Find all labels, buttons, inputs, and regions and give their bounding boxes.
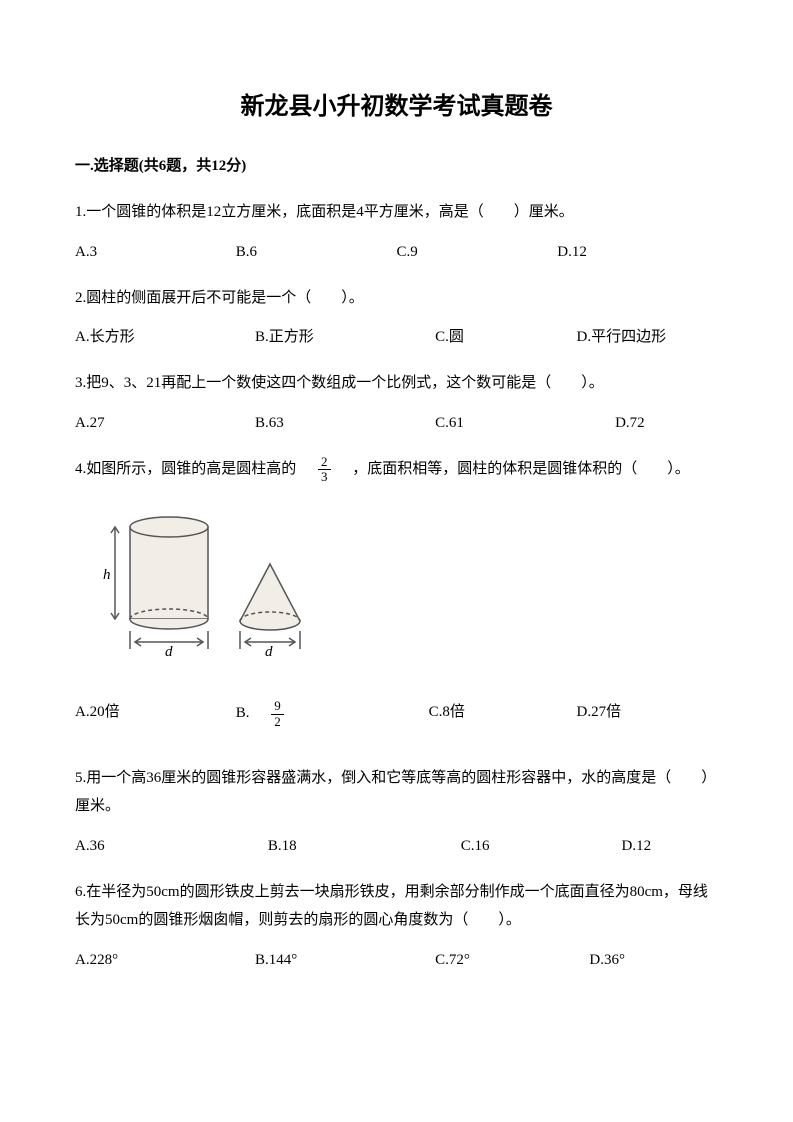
option-6b: B.144° [255, 947, 435, 974]
question-2-text: 2.圆柱的侧面展开后不可能是一个（ ）。 [75, 284, 718, 313]
question-1: 1.一个圆锥的体积是12立方厘米，底面积是4平方厘米，高是（ ）厘米。 A.3 … [75, 198, 718, 266]
question-1-text: 1.一个圆锥的体积是12立方厘米，底面积是4平方厘米，高是（ ）厘米。 [75, 198, 718, 227]
question-5: 5.用一个高36厘米的圆锥形容器盛满水，倒入和它等底等高的圆柱形容器中，水的高度… [75, 764, 718, 860]
question-3-options: A.27 B.63 C.61 D.72 [75, 410, 718, 437]
option-2b: B.正方形 [255, 324, 435, 351]
option-3c: C.61 [435, 410, 615, 437]
question-4-text-before: 4.如图所示，圆锥的高是圆柱高的 [75, 461, 311, 477]
option-5a: A.36 [75, 833, 268, 860]
page-title: 新龙县小升初数学考试真题卷 [75, 85, 718, 128]
question-1-options: A.3 B.6 C.9 D.12 [75, 239, 718, 266]
question-6-text: 6.在半径为50cm的圆形铁皮上剪去一块扇形铁皮，用剩余部分制作成一个底面直径为… [75, 878, 718, 935]
option-5c: C.16 [461, 833, 622, 860]
fraction-denominator: 3 [318, 470, 331, 484]
option-4b-prefix: B. [236, 706, 265, 722]
question-4: 4.如图所示，圆锥的高是圆柱高的 2 3 ，底面积相等，圆柱的体积是圆锥体积的（… [75, 455, 718, 729]
fraction-numerator: 2 [318, 455, 331, 470]
question-3: 3.把9、3、21再配上一个数使这四个数组成一个比例式，这个数可能是（ ）。 A… [75, 369, 718, 437]
option-5b: B.18 [268, 833, 461, 860]
cylinder-label-d: d [165, 644, 173, 659]
question-4-text: 4.如图所示，圆锥的高是圆柱高的 2 3 ，底面积相等，圆柱的体积是圆锥体积的（… [75, 455, 718, 485]
option-4c: C.8倍 [429, 699, 577, 729]
fraction-9-2: 9 2 [271, 699, 284, 729]
option-2c: C.圆 [435, 324, 576, 351]
label-h: h [103, 567, 111, 583]
question-2: 2.圆柱的侧面展开后不可能是一个（ ）。 A.长方形 B.正方形 C.圆 D.平… [75, 284, 718, 352]
option-3b: B.63 [255, 410, 435, 437]
figure-cylinder-cone: h d [95, 509, 718, 669]
question-5-text: 5.用一个高36厘米的圆锥形容器盛满水，倒入和它等底等高的圆柱形容器中，水的高度… [75, 764, 718, 821]
question-2-options: A.长方形 B.正方形 C.圆 D.平行四边形 [75, 324, 718, 351]
option-4d: D.27倍 [577, 699, 718, 729]
option-5d: D.12 [622, 833, 718, 860]
question-4-options: A.20倍 B. 9 2 C.8倍 D.27倍 [75, 699, 718, 729]
option-6d: D.36° [589, 947, 718, 974]
cylinder-diagram: h d [103, 517, 208, 659]
option-6a: A.228° [75, 947, 255, 974]
cone-diagram: d [240, 564, 300, 659]
question-4-text-after: ，底面积相等，圆柱的体积是圆锥体积的（ ）。 [337, 461, 690, 477]
fraction-2-3: 2 3 [318, 455, 331, 485]
option-4a: A.20倍 [75, 699, 236, 729]
option-4b: B. 9 2 [236, 699, 429, 729]
fraction-numerator: 9 [271, 699, 284, 714]
option-1a: A.3 [75, 239, 236, 266]
option-2d: D.平行四边形 [577, 324, 718, 351]
option-1c: C.9 [397, 239, 558, 266]
question-6: 6.在半径为50cm的圆形铁皮上剪去一块扇形铁皮，用剩余部分制作成一个底面直径为… [75, 878, 718, 974]
question-6-options: A.228° B.144° C.72° D.36° [75, 947, 718, 974]
section-header: 一.选择题(共6题，共12分) [75, 153, 718, 180]
option-6c: C.72° [435, 947, 589, 974]
fraction-denominator: 2 [271, 715, 284, 729]
question-5-options: A.36 B.18 C.16 D.12 [75, 833, 718, 860]
cone-label-d: d [265, 644, 273, 659]
option-2a: A.长方形 [75, 324, 255, 351]
option-3a: A.27 [75, 410, 255, 437]
question-3-text: 3.把9、3、21再配上一个数使这四个数组成一个比例式，这个数可能是（ ）。 [75, 369, 718, 398]
option-1b: B.6 [236, 239, 397, 266]
option-1d: D.12 [557, 239, 718, 266]
option-3d: D.72 [615, 410, 718, 437]
